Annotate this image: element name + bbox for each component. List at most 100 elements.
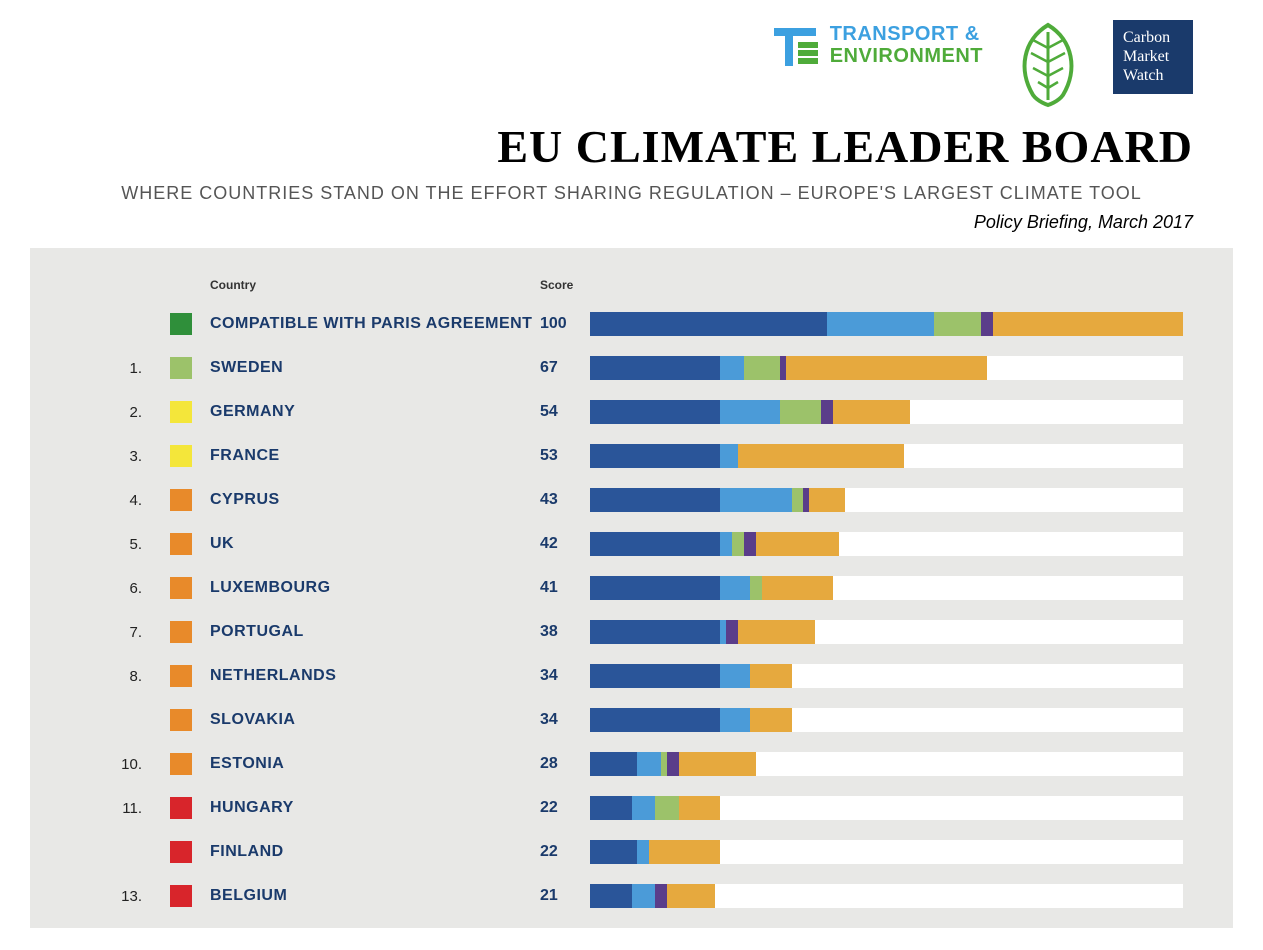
rating-swatch bbox=[170, 621, 192, 643]
bar-segment bbox=[655, 884, 667, 908]
rank-label: 7. bbox=[80, 624, 170, 641]
bar-segment bbox=[720, 664, 750, 688]
swatch-cell bbox=[170, 445, 210, 467]
leaderboard-row: 10.ESTONIA28 bbox=[80, 742, 1183, 786]
rating-swatch bbox=[170, 709, 192, 731]
bar-track bbox=[590, 664, 1183, 688]
rank-label: 3. bbox=[80, 448, 170, 465]
bar-segment bbox=[590, 576, 720, 600]
bar-segment bbox=[679, 752, 756, 776]
rating-swatch bbox=[170, 357, 192, 379]
swatch-cell bbox=[170, 577, 210, 599]
bar-segment bbox=[679, 796, 721, 820]
country-column-header: Country bbox=[210, 278, 540, 292]
score-value: 34 bbox=[540, 711, 590, 729]
score-value: 54 bbox=[540, 403, 590, 421]
leaderboard-row: 13.BELGIUM21 bbox=[80, 874, 1183, 918]
bar-segment bbox=[667, 884, 714, 908]
te-logo-line2: ENVIRONMENT bbox=[830, 45, 983, 67]
score-column-header: Score bbox=[540, 278, 590, 292]
cmw-line3: Watch bbox=[1123, 66, 1183, 85]
bar-segment bbox=[720, 488, 791, 512]
bar-track bbox=[590, 884, 1183, 908]
swatch-cell bbox=[170, 753, 210, 775]
bar-segment bbox=[590, 664, 720, 688]
bar-segment bbox=[590, 884, 632, 908]
score-value: 43 bbox=[540, 491, 590, 509]
bar-segment bbox=[720, 708, 750, 732]
bar-segment bbox=[667, 752, 679, 776]
bar-track bbox=[590, 708, 1183, 732]
bar-segment bbox=[833, 400, 910, 424]
bar-segment bbox=[809, 488, 845, 512]
bar-track bbox=[590, 752, 1183, 776]
transport-environment-logo: TRANSPORT & ENVIRONMENT bbox=[770, 20, 983, 70]
bar-track bbox=[590, 400, 1183, 424]
logo-row: TRANSPORT & ENVIRONMENT Carbon Market Wa… bbox=[30, 20, 1233, 110]
bar-track bbox=[590, 532, 1183, 556]
country-name: FRANCE bbox=[210, 447, 540, 465]
cmw-line1: Carbon bbox=[1123, 28, 1183, 47]
rating-swatch bbox=[170, 885, 192, 907]
score-value: 21 bbox=[540, 887, 590, 905]
bar-segment bbox=[720, 356, 744, 380]
bar-segment bbox=[750, 664, 792, 688]
page-dateline: Policy Briefing, March 2017 bbox=[30, 212, 1193, 233]
bar-track bbox=[590, 312, 1183, 336]
bar-segment bbox=[720, 576, 750, 600]
score-value: 41 bbox=[540, 579, 590, 597]
bar-track bbox=[590, 488, 1183, 512]
score-value: 38 bbox=[540, 623, 590, 641]
swatch-cell bbox=[170, 401, 210, 423]
rating-swatch bbox=[170, 313, 192, 335]
rank-label: 4. bbox=[80, 492, 170, 509]
bar-segment bbox=[827, 312, 934, 336]
leaderboard-row: 5.UK42 bbox=[80, 522, 1183, 566]
score-value: 34 bbox=[540, 667, 590, 685]
leaderboard-row: 2.GERMANY54 bbox=[80, 390, 1183, 434]
bar-segment bbox=[738, 620, 815, 644]
rating-swatch bbox=[170, 841, 192, 863]
country-name: NETHERLANDS bbox=[210, 667, 540, 685]
bar-segment bbox=[780, 400, 822, 424]
score-value: 53 bbox=[540, 447, 590, 465]
country-name: COMPATIBLE WITH PARIS AGREEMENT bbox=[210, 315, 540, 333]
bar-segment bbox=[720, 400, 779, 424]
bar-track bbox=[590, 840, 1183, 864]
leaderboard-row: 1.SWEDEN67 bbox=[80, 346, 1183, 390]
leaderboard-row: 7. PORTUGAL38 bbox=[80, 610, 1183, 654]
rating-swatch bbox=[170, 489, 192, 511]
bar-segment bbox=[590, 400, 720, 424]
bar-segment bbox=[720, 444, 738, 468]
bar-segment bbox=[934, 312, 981, 336]
bar-segment bbox=[590, 356, 720, 380]
bar-track bbox=[590, 356, 1183, 380]
swatch-cell bbox=[170, 665, 210, 687]
leaderboard-row: 8.NETHERLANDS34 bbox=[80, 654, 1183, 698]
country-name: SLOVAKIA bbox=[210, 711, 540, 729]
bar-segment bbox=[792, 488, 804, 512]
bar-track bbox=[590, 576, 1183, 600]
bar-segment bbox=[655, 796, 679, 820]
country-name: ESTONIA bbox=[210, 755, 540, 773]
leaderboard-row: COMPATIBLE WITH PARIS AGREEMENT100 bbox=[80, 302, 1183, 346]
leaderboard-row: 11.HUNGARY22 bbox=[80, 786, 1183, 830]
bar-segment bbox=[590, 708, 720, 732]
bar-segment bbox=[590, 488, 720, 512]
swatch-cell bbox=[170, 533, 210, 555]
swatch-cell bbox=[170, 797, 210, 819]
page-title: EU CLIMATE LEADER BOARD bbox=[30, 120, 1193, 173]
te-logo-line1: TRANSPORT & bbox=[830, 23, 983, 45]
leaderboard-chart: Country Score COMPATIBLE WITH PARIS AGRE… bbox=[30, 248, 1233, 928]
rating-swatch bbox=[170, 577, 192, 599]
bar-segment bbox=[632, 884, 656, 908]
score-value: 67 bbox=[540, 359, 590, 377]
bar-segment bbox=[786, 356, 988, 380]
leaf-icon bbox=[1003, 20, 1093, 110]
country-name: PORTUGAL bbox=[210, 623, 540, 641]
swatch-cell bbox=[170, 709, 210, 731]
bar-segment bbox=[732, 532, 744, 556]
score-value: 42 bbox=[540, 535, 590, 553]
bar-segment bbox=[993, 312, 1183, 336]
bar-segment bbox=[590, 796, 632, 820]
